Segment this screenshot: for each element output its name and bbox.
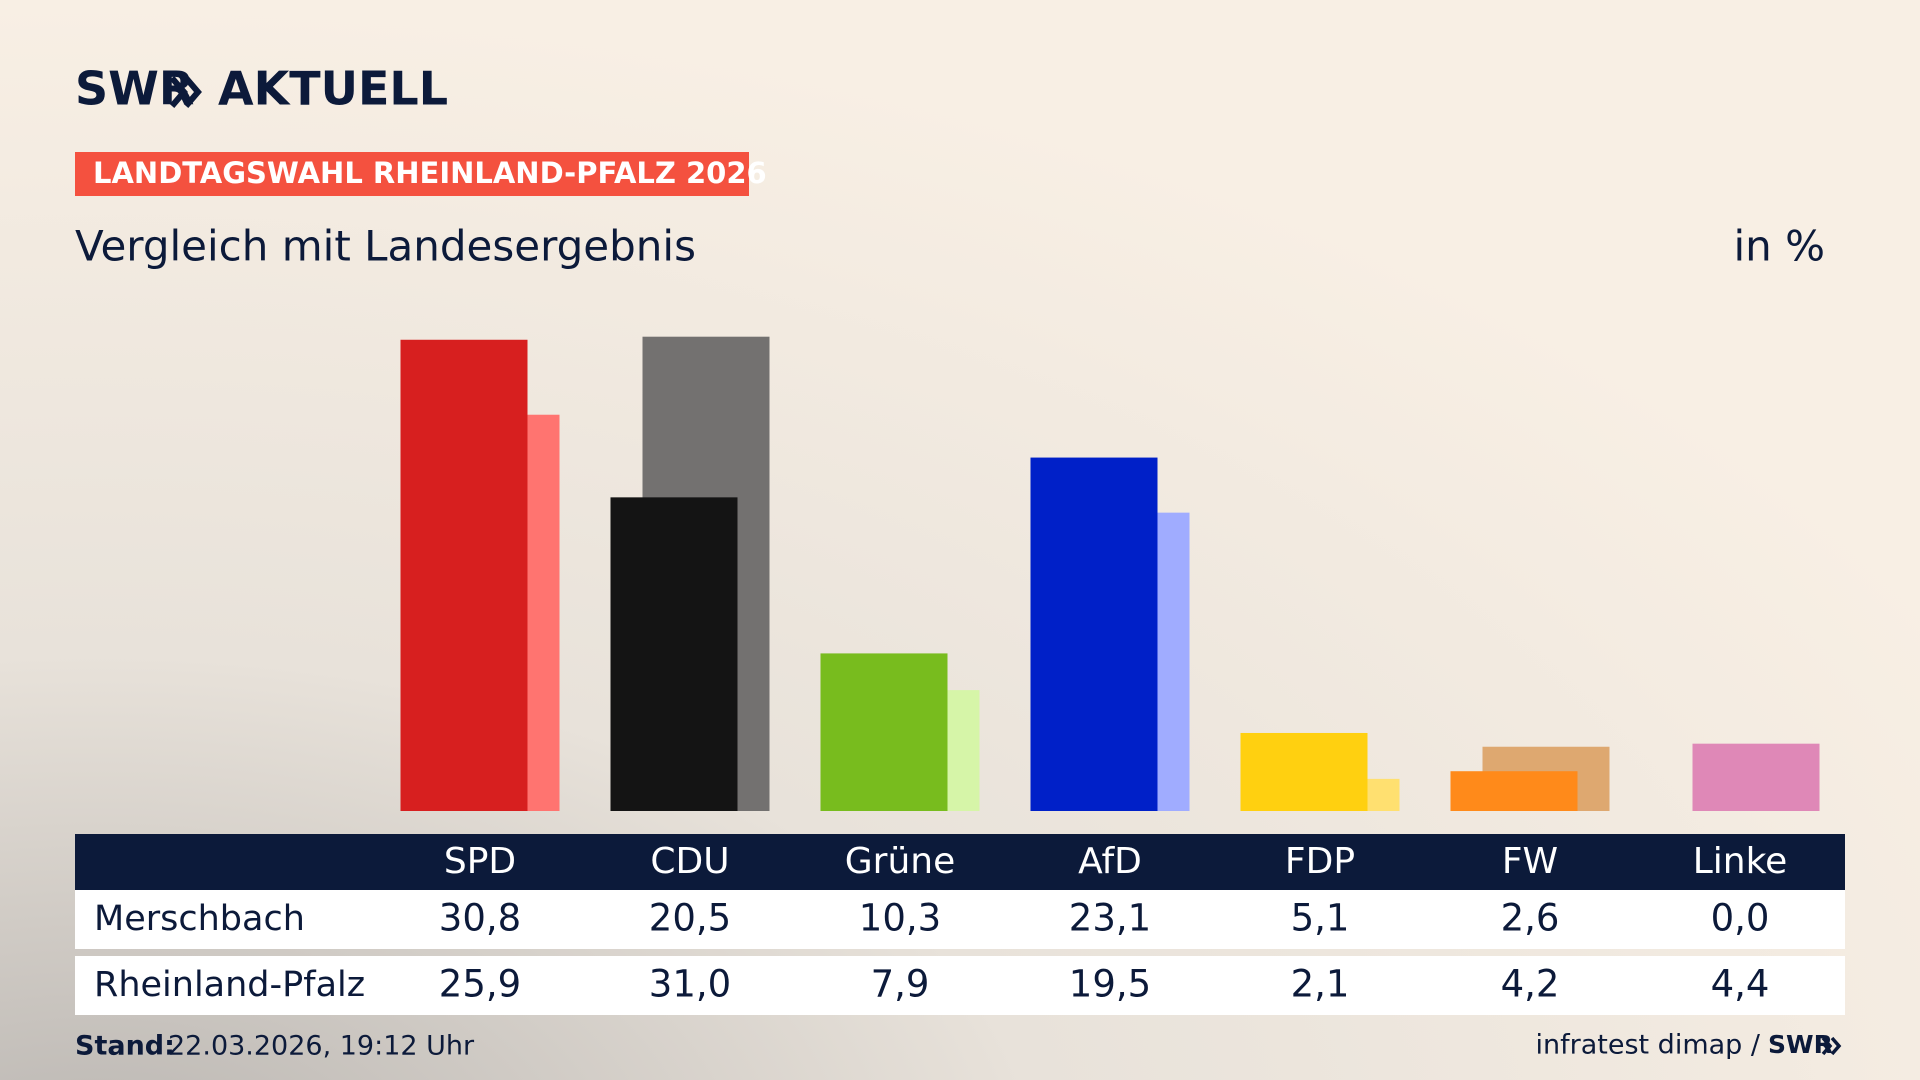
column-header: CDU xyxy=(650,841,729,882)
table-row xyxy=(75,956,1845,1015)
table-header xyxy=(75,834,1845,890)
tag: LANDTAGSWAHL RHEINLAND-PFALZ 2026 xyxy=(93,156,767,190)
column-header: FDP xyxy=(1285,841,1355,882)
value-label: 30,8 xyxy=(439,897,521,940)
source: infratest dimap / xyxy=(1535,1030,1760,1061)
value-label: 2,1 xyxy=(1291,963,1350,1006)
value-label: 5,1 xyxy=(1291,897,1350,940)
logo-word: AKTUELL xyxy=(218,62,448,116)
unit: in % xyxy=(1733,222,1825,271)
bar xyxy=(820,653,948,811)
bar xyxy=(1030,457,1158,811)
value-label: 2,6 xyxy=(1501,897,1560,940)
value-label: 20,5 xyxy=(649,897,731,940)
column-header: SPD xyxy=(444,841,516,882)
value-label: 25,9 xyxy=(439,963,521,1006)
value-label: 10,3 xyxy=(859,897,941,940)
row-label: Merschbach xyxy=(94,899,305,939)
value-label: 4,4 xyxy=(1711,963,1770,1006)
value-label: 4,2 xyxy=(1501,963,1560,1006)
bar xyxy=(610,497,738,811)
value-label: 19,5 xyxy=(1069,963,1151,1006)
logo-chevrons xyxy=(169,76,202,108)
table-row xyxy=(75,890,1845,949)
source-logo-chevrons xyxy=(1821,1036,1842,1056)
row-label: Rheinland-Pfalz xyxy=(94,965,365,1005)
value-label: 7,9 xyxy=(871,963,930,1006)
logo: SWR xyxy=(75,62,194,116)
column-header: AfD xyxy=(1078,841,1142,882)
source-logo: SWR xyxy=(1768,1030,1833,1059)
value-label: 23,1 xyxy=(1069,897,1151,940)
tag-box xyxy=(75,152,749,196)
column-header: Grüne xyxy=(845,841,955,882)
bar xyxy=(1450,771,1578,811)
stand-label: Stand: xyxy=(75,1031,175,1062)
bar xyxy=(1692,743,1820,811)
column-header: Linke xyxy=(1693,841,1788,882)
bar xyxy=(1240,732,1368,811)
column-header: FW xyxy=(1502,841,1558,882)
chart-title: Vergleich mit Landesergebnis xyxy=(75,222,696,271)
stand: 22.03.2026, 19:12 Uhr xyxy=(168,1031,475,1062)
bar xyxy=(400,339,528,811)
value-label: 31,0 xyxy=(649,963,731,1006)
value-label: 0,0 xyxy=(1711,897,1770,940)
